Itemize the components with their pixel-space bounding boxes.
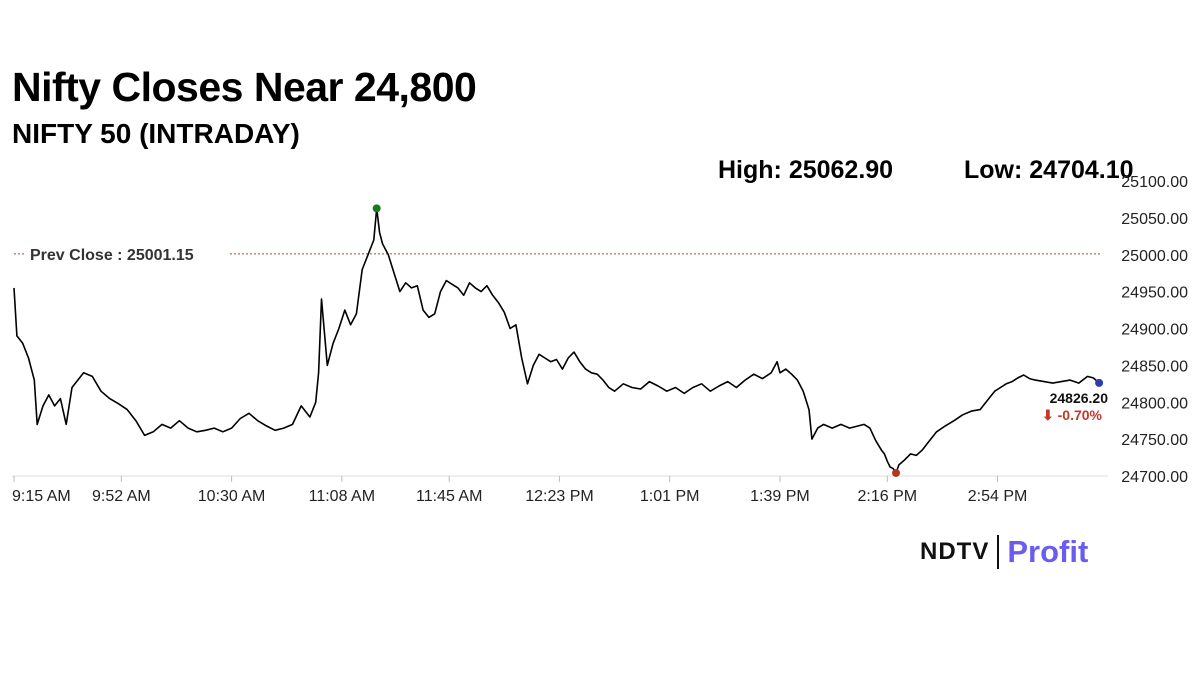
price-series-line (13, 207, 1100, 474)
y-tick-label: 25100.00 (1121, 174, 1188, 191)
logo-profit: Profit (1007, 534, 1089, 569)
y-tick-label: 25050.00 (1121, 211, 1188, 228)
x-axis: 9:15 AM 9:52 AM 10:30 AM 11:08 AM 11:45 AM 12… (12, 476, 1027, 505)
last-price-marker (1095, 378, 1104, 387)
page-title: Nifty Closes Near 24,800 (12, 64, 477, 110)
day-low-marker (892, 468, 901, 477)
y-tick-label: 24700.00 (1121, 469, 1188, 486)
ndtv-profit-logo: NDTV Profit (920, 532, 1088, 572)
x-tick-label: 11:08 AM (309, 488, 375, 505)
y-axis: 25100.00 25050.00 25000.00 24950.00 24900.00… (1121, 174, 1188, 486)
x-tick-label: 9:15 AM (12, 488, 71, 505)
high-value-label: High: 25062.90 (718, 156, 894, 184)
chart-subtitle: NIFTY 50 (INTRADAY) (12, 118, 300, 149)
x-tick-label: 1:39 PM (750, 488, 810, 505)
y-tick-label: 24750.00 (1121, 432, 1188, 449)
y-tick-label: 24950.00 (1121, 285, 1188, 302)
last-price-label: 24826.20 (1050, 390, 1109, 406)
x-tick-label: 1:01 PM (640, 488, 700, 505)
y-tick-label: 24900.00 (1121, 322, 1188, 339)
day-high-marker (372, 204, 381, 213)
prev-close-label-bg (24, 243, 230, 264)
prev-close-label: Prev Close : 25001.15 (30, 247, 194, 264)
x-tick-label: 12:23 PM (525, 488, 593, 505)
x-tick-label: 2:54 PM (968, 488, 1028, 505)
logo-divider (997, 535, 1000, 569)
x-tick-label: 2:16 PM (858, 488, 918, 505)
logo-ndtv: NDTV (920, 538, 990, 565)
y-tick-label: 24850.00 (1121, 358, 1188, 375)
change-percent-label: ⬇ -0.70% (1042, 407, 1103, 423)
x-tick-label: 11:45 AM (416, 488, 482, 505)
x-tick-label: 10:30 AM (198, 488, 266, 505)
y-tick-label: 25000.00 (1121, 248, 1188, 265)
x-tick-label: 9:52 AM (92, 488, 151, 505)
y-tick-label: 24800.00 (1121, 395, 1188, 412)
low-value-label: Low: 24704.10 (964, 156, 1134, 184)
